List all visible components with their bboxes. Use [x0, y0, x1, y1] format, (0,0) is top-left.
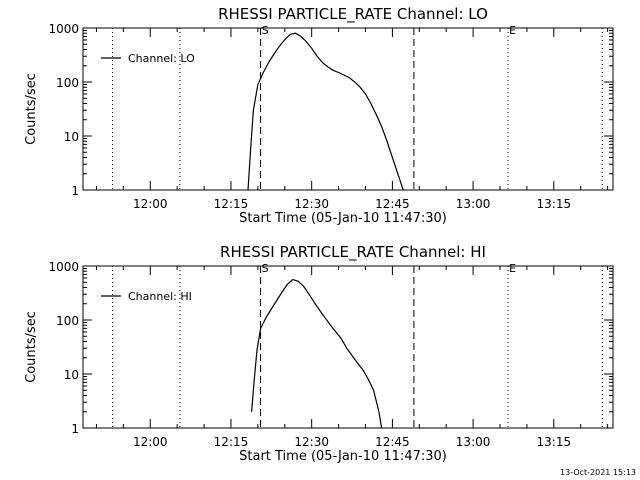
panel-1-x-axis-label: Start Time (05-Jan-10 11:47:30)	[239, 211, 447, 226]
panel-2-legend-label-1: Channel: HI	[128, 290, 192, 303]
panel-1-y-tick-label-10: 10	[64, 130, 79, 144]
panel-1-x-tick-label-1300: 13:00	[456, 197, 491, 211]
panel-2-x-tick-label-1200: 12:00	[133, 435, 168, 449]
panel-1-y-axis-label: Counts/sec	[24, 73, 39, 145]
panel-1-x-tick-label-1315: 13:15	[537, 197, 572, 211]
panel-1-marker-label-E: E	[509, 24, 516, 37]
panel-1-plot-frame	[82, 27, 614, 191]
panel-1-marker-label-S: S	[262, 24, 269, 37]
panel-2-marker-label-E: E	[509, 262, 516, 275]
panel-2-x-tick-label-1315: 13:15	[537, 435, 572, 449]
panel-2-x-axis-label: Start Time (05-Jan-10 11:47:30)	[239, 449, 447, 464]
panel-2-y-tick-label-10: 10	[64, 368, 79, 382]
panel-1-y-tick-label-100: 100	[56, 76, 79, 90]
panel-2-y-tick-label-1: 1	[71, 422, 79, 436]
panel-2-y-axis-label: Counts/sec	[24, 311, 39, 383]
panel-1-y-tick-label-1000: 1000	[48, 22, 79, 36]
panel-2-x-tick-label-1215: 12:15	[214, 435, 249, 449]
panel-2-x-tick-label-1230: 12:30	[294, 435, 329, 449]
panel-2-x-tick-label-1300: 13:00	[456, 435, 491, 449]
panel-2-title: RHESSI PARTICLE_RATE Channel: HI	[220, 243, 486, 262]
panel-1-legend-label-1: Channel: LO	[128, 52, 195, 65]
panel-1-title: RHESSI PARTICLE_RATE Channel: LO	[218, 5, 488, 24]
panel-1-series-line-1	[247, 32, 404, 191]
plot-timestamp: 13-Oct-2021 15:13	[560, 468, 636, 477]
panel-2-x-tick-label-1245: 12:45	[375, 435, 410, 449]
panel-1-x-tick-label-1215: 12:15	[214, 197, 249, 211]
panel-2-y-tick-label-100: 100	[56, 314, 79, 328]
panel-2-marker-label-S: S	[262, 262, 269, 275]
panel-1-x-tick-label-1230: 12:30	[294, 197, 329, 211]
panel-2-series-line-1	[251, 278, 383, 429]
panel-1-y-tick-label-1: 1	[71, 184, 79, 198]
panel-1-x-tick-label-1245: 12:45	[375, 197, 410, 211]
panel-2-y-tick-label-1000: 1000	[48, 260, 79, 274]
panel-1-x-tick-label-1200: 12:00	[133, 197, 168, 211]
panel-2-plot-frame	[82, 265, 614, 429]
